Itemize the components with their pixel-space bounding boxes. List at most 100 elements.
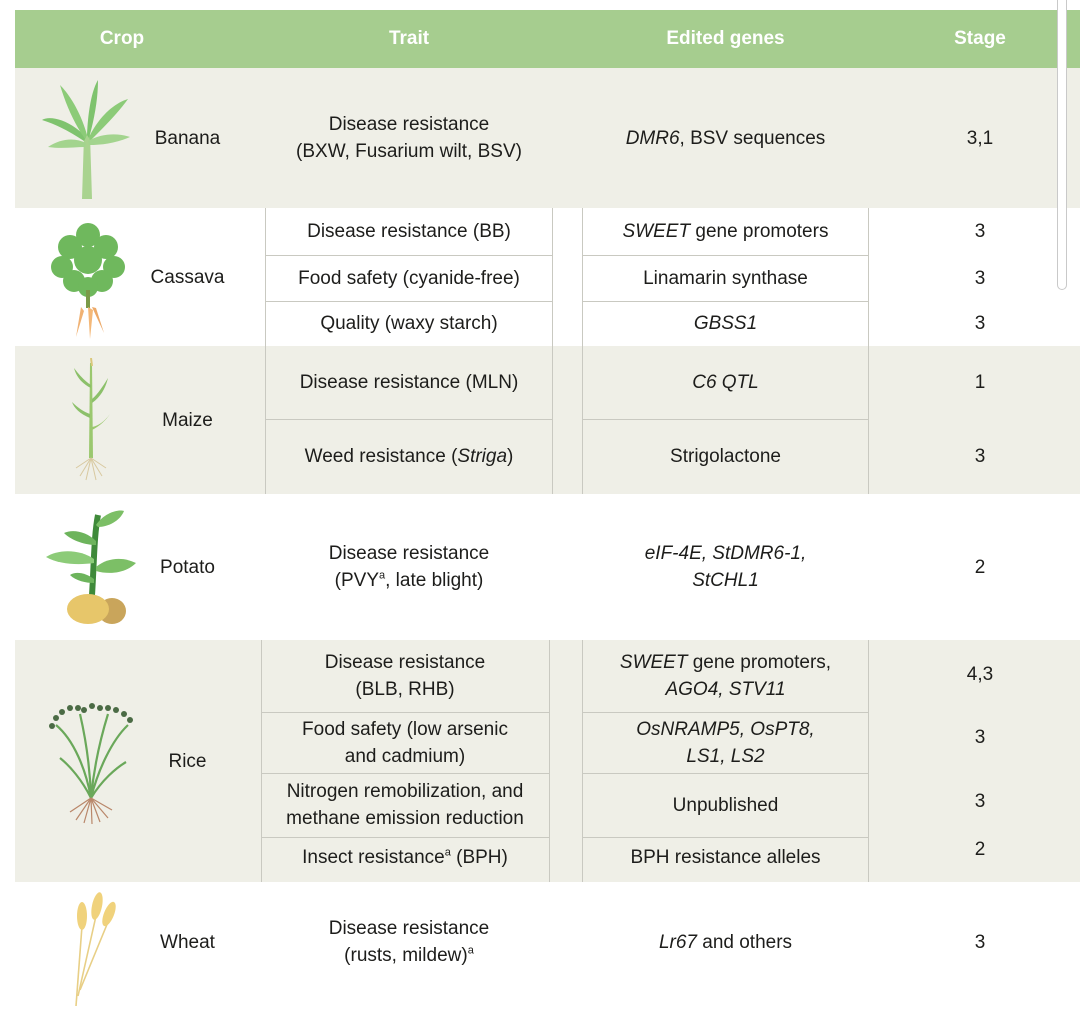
divider	[552, 208, 553, 346]
trait-maize-1: Disease resistance (MLN)	[299, 372, 519, 393]
trait-line: (BLB, RHB)	[355, 679, 455, 700]
genes-rice-4: BPH resistance alleles	[630, 846, 821, 868]
footnote-marker: a	[467, 944, 474, 957]
trait-italic: Striga	[457, 446, 508, 467]
divider	[868, 346, 869, 494]
divider	[261, 837, 549, 838]
genes-cassava-1: SWEET gene promoters	[582, 208, 869, 255]
stage-banana: 3,1	[966, 127, 994, 149]
genes-wheat: Lr67 and others	[582, 882, 869, 1002]
stage-rice-1: 4,3	[966, 663, 994, 685]
cassava-plant-icon	[51, 223, 125, 339]
divider	[582, 640, 583, 882]
divider	[261, 712, 549, 713]
crop-wheat: Wheat	[160, 931, 215, 953]
divider	[582, 712, 869, 713]
gene-name: DMR6	[625, 127, 680, 149]
trait-maize-2: Weed resistance (Striga)	[265, 419, 553, 494]
divider	[582, 837, 869, 838]
divider	[582, 419, 869, 420]
gene-text: , BSV sequences	[679, 127, 826, 149]
trait-line: Disease resistance	[328, 543, 490, 564]
row-rice-background	[15, 640, 1080, 882]
stage-wheat: 3	[974, 931, 986, 953]
trait-text: (rusts, mildew)	[344, 945, 468, 966]
genes-cassava-3: GBSS1	[693, 313, 758, 334]
trait-line: Disease resistance	[328, 918, 490, 939]
stage-cassava-2: 3	[974, 267, 986, 289]
genes-banana: DMR6, BSV sequences	[582, 68, 869, 208]
trait-rice-3: Nitrogen remobilization, and methane emi…	[261, 773, 549, 837]
trait-cassava-1: Disease resistance (BB)	[307, 221, 511, 242]
gene-line: StCHL1	[692, 570, 759, 591]
divider	[265, 255, 553, 256]
crop-rice: Rice	[168, 750, 207, 772]
gene-text: gene promoters	[690, 221, 829, 242]
trait-text: )	[507, 446, 514, 467]
trait-cassava-3: Quality (waxy starch)	[320, 313, 498, 334]
gene-line: eIF-4E, StDMR6-1,	[644, 543, 807, 564]
trait-text: Weed resistance (	[304, 446, 458, 467]
row-maize-background	[15, 346, 1080, 494]
crop-banana: Banana	[154, 127, 221, 149]
divider	[582, 255, 869, 256]
trait-text: , late blight)	[385, 570, 484, 591]
divider	[552, 346, 553, 494]
trait-rice-1: Disease resistance (BLB, RHB)	[261, 640, 549, 712]
crop-potato: Potato	[160, 556, 215, 578]
footnote-marker: a	[444, 846, 451, 859]
trait-line: Disease resistance	[328, 114, 490, 135]
header-edited-genes: Edited genes	[666, 28, 785, 49]
gene-name: SWEET	[622, 221, 691, 242]
trait-text: (PVY	[334, 570, 379, 591]
gene-name: SWEET	[619, 652, 688, 673]
trait-rice-4: Insect resistancea (BPH)	[261, 837, 549, 877]
genes-cassava-2: Linamarin synthase	[643, 267, 808, 289]
divider	[582, 208, 583, 346]
gene-text: and others	[696, 931, 793, 953]
divider	[265, 346, 266, 494]
stage-maize-2: 3	[974, 446, 986, 467]
trait-line: (BXW, Fusarium wilt, BSV)	[296, 141, 522, 162]
trait-line: and cadmium)	[344, 745, 466, 767]
genes-rice-3: Unpublished	[672, 794, 779, 816]
genes-maize-1: C6 QTL	[692, 372, 759, 393]
scrollbar[interactable]	[1057, 0, 1067, 290]
trait-line: Food safety (low arsenic	[302, 718, 508, 740]
table-header	[15, 10, 1080, 68]
trait-text: (BPH)	[450, 846, 508, 868]
divider	[868, 208, 869, 346]
gene-line: OsNRAMP5, OsPT8,	[636, 718, 815, 740]
maize-plant-icon	[72, 358, 110, 481]
trait-potato: Disease resistance (PVYa, late blight)	[265, 494, 553, 640]
divider	[265, 208, 266, 346]
rice-plant-icon	[49, 703, 133, 825]
crop-cassava: Cassava	[150, 266, 225, 288]
wheat-plant-icon	[75, 892, 116, 1007]
divider	[549, 640, 550, 882]
gene-line: LS1, LS2	[686, 745, 765, 767]
divider	[868, 640, 869, 882]
header-crop: Crop	[99, 28, 145, 49]
divider	[582, 773, 869, 774]
gene-text: gene promoters,	[687, 652, 832, 673]
stage-cassava-1: 3	[974, 221, 986, 242]
divider	[582, 301, 869, 302]
gene-name: Lr67	[658, 931, 697, 953]
divider	[261, 640, 262, 882]
stage-rice-2: 3	[974, 726, 986, 748]
trait-text: Insect resistance	[302, 846, 445, 868]
row-banana-background	[15, 68, 1080, 208]
banana-plant-icon	[42, 80, 130, 199]
divider	[582, 346, 583, 494]
genes-rice-1: SWEET gene promoters, AGO4, STV11	[582, 640, 869, 712]
stage-rice-4: 2	[974, 838, 986, 860]
stage-potato: 2	[974, 556, 986, 578]
header-stage: Stage	[954, 28, 1006, 49]
divider	[261, 773, 549, 774]
crop-maize: Maize	[162, 409, 213, 431]
trait-rice-2: Food safety (low arsenic and cadmium)	[261, 712, 549, 773]
stage-maize-1: 1	[974, 372, 986, 393]
genes-maize-2: Strigolactone	[670, 446, 781, 467]
gene-line: AGO4, STV11	[665, 679, 786, 700]
